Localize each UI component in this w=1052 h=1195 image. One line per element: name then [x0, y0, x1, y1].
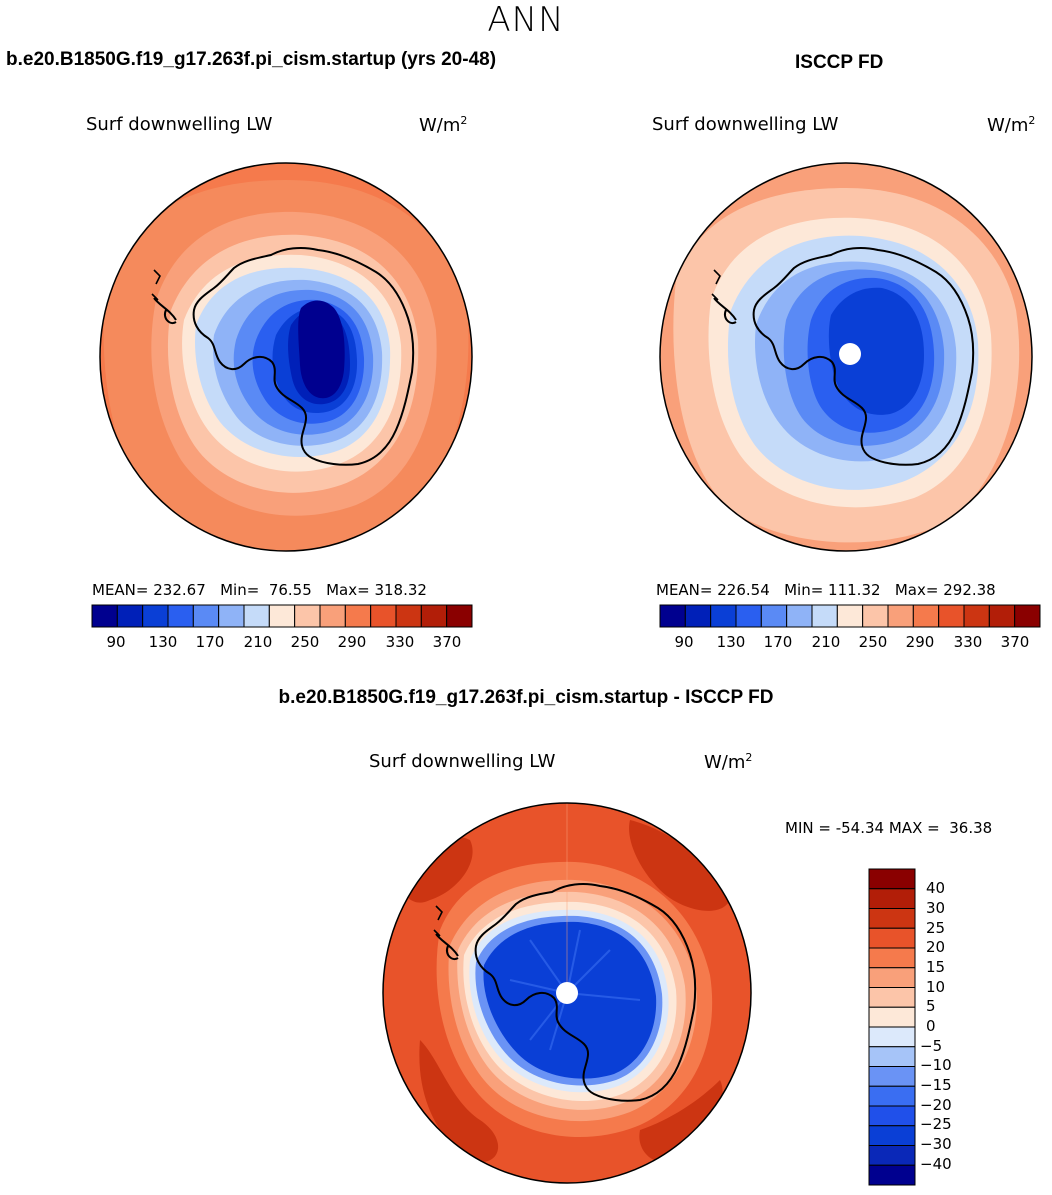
colorbar-tick: 250 [858, 633, 888, 651]
colorbar-swatch [684, 604, 712, 628]
colorbar-swatch [192, 604, 220, 628]
colorbar-swatch [218, 604, 245, 628]
colorbar-tick: −20 [920, 1096, 952, 1114]
diff-colorbar [868, 868, 916, 1186]
colorbar-swatch [868, 1145, 916, 1166]
colorbar-swatch [887, 604, 914, 628]
colorbar-swatch [963, 604, 990, 628]
colorbar-swatch [868, 927, 916, 949]
panel-2-colorbar [659, 604, 1041, 628]
colorbar-tick: 30 [926, 899, 946, 917]
colorbar-tick: 15 [926, 958, 946, 976]
panel-1-colorbar [91, 604, 473, 628]
colorbar-tick: 10 [926, 978, 946, 996]
colorbar-swatch [868, 908, 916, 929]
colorbar-swatch [988, 604, 1016, 628]
panel-2-stats: MEAN= 226.54 Min= 111.32 Max= 292.38 [656, 581, 996, 599]
colorbar-swatch [294, 604, 321, 628]
colorbar-swatch [91, 604, 118, 628]
panel-1-stats: MEAN= 232.67 Min= 76.55 Max= 318.32 [92, 581, 427, 599]
diff-units-label: W/m2 [704, 751, 753, 773]
colorbar-swatch [243, 604, 270, 628]
colorbar-swatch [811, 604, 838, 628]
colorbar-tick: 40 [926, 879, 946, 897]
colorbar-tick: 90 [674, 633, 694, 651]
panel-1-variable-label: Surf downwelling LW [86, 114, 273, 135]
colorbar-tick: 210 [243, 633, 273, 651]
panel-2-map [659, 162, 1033, 552]
colorbar-swatch [735, 604, 762, 628]
colorbar-swatch [868, 888, 916, 909]
colorbar-tick: 290 [905, 633, 935, 651]
diff-map [382, 802, 752, 1184]
colorbar-swatch [142, 604, 169, 628]
colorbar-swatch [344, 604, 372, 628]
colorbar-swatch [862, 604, 889, 628]
panel-2-colorbar-labels: 90 130 170 210 250 290 330 370 [660, 633, 1040, 653]
colorbar-swatch [868, 1164, 916, 1186]
colorbar-tick: 0 [926, 1017, 936, 1035]
colorbar-swatch [868, 1125, 916, 1146]
colorbar-swatch [912, 604, 940, 628]
colorbar-swatch [319, 604, 346, 628]
colorbar-swatch [868, 1066, 916, 1087]
colorbar-tick: 210 [811, 633, 841, 651]
colorbar-tick: 170 [763, 633, 793, 651]
panel-2-case-title: ISCCP FD [795, 52, 884, 73]
colorbar-swatch [868, 947, 916, 969]
colorbar-swatch [659, 604, 686, 628]
colorbar-tick: 170 [195, 633, 225, 651]
colorbar-swatch [786, 604, 813, 628]
colorbar-tick: 130 [716, 633, 746, 651]
colorbar-tick: 20 [926, 938, 946, 956]
colorbar-swatch [760, 604, 788, 628]
colorbar-swatch [868, 1105, 916, 1127]
colorbar-swatch [1014, 604, 1041, 628]
colorbar-swatch [868, 1085, 916, 1107]
colorbar-swatch [868, 967, 916, 988]
colorbar-swatch [268, 604, 296, 628]
colorbar-swatch [868, 1026, 916, 1048]
colorbar-tick: 250 [290, 633, 320, 651]
diff-variable-label: Surf downwelling LW [369, 751, 556, 772]
colorbar-swatch [446, 604, 473, 628]
colorbar-tick: −30 [920, 1135, 952, 1153]
colorbar-tick: 370 [432, 633, 462, 651]
colorbar-tick: −15 [920, 1076, 952, 1094]
panel-1-units-label: W/m2 [419, 114, 468, 136]
colorbar-swatch [710, 604, 737, 628]
colorbar-tick: −25 [920, 1115, 952, 1133]
colorbar-tick: −10 [920, 1056, 952, 1074]
colorbar-swatch [395, 604, 422, 628]
colorbar-swatch [868, 1046, 916, 1067]
colorbar-tick: 330 [953, 633, 983, 651]
colorbar-tick: 130 [148, 633, 178, 651]
colorbar-swatch [868, 868, 916, 890]
colorbar-tick: 25 [926, 919, 946, 937]
panel-1-map [99, 162, 473, 552]
panel-1-colorbar-labels: 90 130 170 210 250 290 330 370 [92, 633, 472, 653]
diff-colorbar-labels: 40 30 25 20 15 10 5 0 −5 −10 −15 −20 −25… [920, 869, 1006, 1185]
page-title: ANN [487, 0, 565, 40]
panel-2-units-label: W/m2 [987, 114, 1036, 136]
colorbar-swatch [938, 604, 965, 628]
panel-1-case-title: b.e20.B1850G.f19_g17.263f.pi_cism.startu… [6, 49, 497, 70]
colorbar-swatch [167, 604, 194, 628]
colorbar-tick: 90 [106, 633, 126, 651]
colorbar-tick: 330 [385, 633, 415, 651]
colorbar-tick: 370 [1000, 633, 1030, 651]
colorbar-swatch [836, 604, 864, 628]
colorbar-swatch [868, 987, 916, 1008]
colorbar-swatch [868, 1006, 916, 1028]
diff-minmax: MIN = -54.34 MAX = 36.38 [785, 819, 993, 837]
colorbar-tick: −40 [920, 1155, 952, 1173]
diff-case-title: b.e20.B1850G.f19_g17.263f.pi_cism.startu… [278, 687, 774, 708]
colorbar-swatch [420, 604, 448, 628]
colorbar-tick: 5 [926, 997, 936, 1015]
colorbar-swatch [370, 604, 397, 628]
panel-2-variable-label: Surf downwelling LW [652, 114, 839, 135]
colorbar-tick: 290 [337, 633, 367, 651]
colorbar-tick: −5 [920, 1037, 943, 1055]
colorbar-swatch [116, 604, 144, 628]
